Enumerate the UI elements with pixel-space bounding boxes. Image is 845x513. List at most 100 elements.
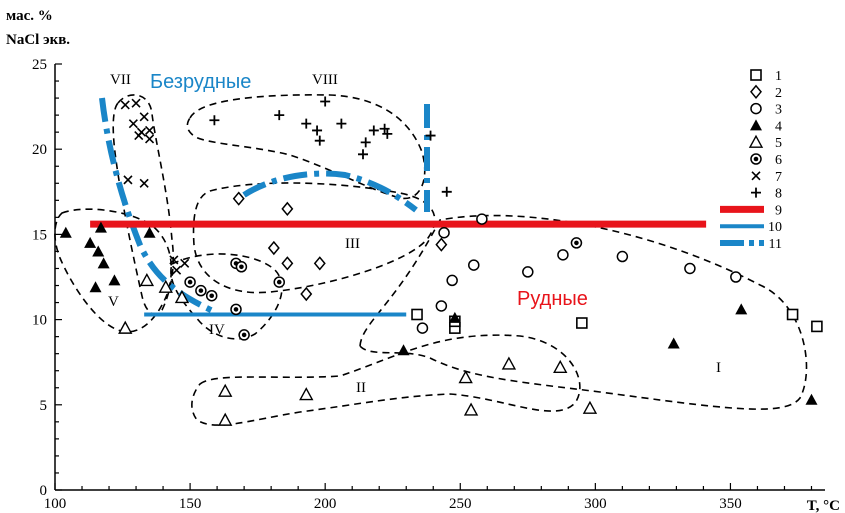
x-tick-label: 350	[719, 496, 742, 512]
data-point-series-7	[129, 120, 137, 128]
data-point-series-7	[181, 259, 189, 267]
y-tick-label: 10	[32, 313, 47, 329]
zone-label-V: V	[108, 294, 119, 310]
data-point-series-4	[398, 344, 410, 355]
zone-outlines	[55, 95, 807, 425]
data-point-series-4	[805, 394, 817, 405]
data-point-series-4	[144, 227, 156, 238]
legend-label-11: 11	[769, 237, 782, 252]
legend-marker-5	[750, 136, 762, 147]
data-point-series-7	[146, 135, 154, 143]
data-point-series-3	[477, 214, 487, 224]
data-point-series-1	[577, 318, 587, 328]
data-point-series-2	[301, 288, 311, 300]
data-point-series-1	[812, 321, 822, 331]
data-point-series-5	[503, 358, 515, 369]
zone-label-IV: IV	[209, 322, 225, 338]
data-point-series-6	[196, 286, 206, 296]
legend-marker-3	[751, 104, 761, 114]
data-point-series-8	[442, 187, 452, 197]
data-point-series-5	[554, 361, 566, 372]
data-point-series-8	[336, 119, 346, 129]
zone-label-VII: VII	[110, 72, 131, 88]
data-point-series-8	[274, 110, 284, 120]
data-point-series-2	[282, 203, 292, 215]
zone-label-I: I	[716, 360, 721, 376]
data-point-series-4	[108, 274, 120, 285]
data-point-series-4	[60, 227, 72, 238]
data-point-series-4	[668, 337, 680, 348]
data-point-series-4	[735, 303, 747, 314]
data-point-series-7	[146, 126, 154, 134]
data-point-series-3	[523, 267, 533, 277]
data-point-series-2	[436, 239, 446, 251]
barren-label: Безрудные	[150, 71, 251, 93]
zone-label-VIII: VIII	[312, 72, 338, 88]
data-point-series-4	[84, 237, 96, 248]
legend-marker-7	[752, 172, 760, 180]
data-point-series-8	[320, 96, 330, 106]
legend-label-3: 3	[775, 103, 782, 118]
y-tick-label: 20	[32, 142, 47, 158]
y-tick-label: 0	[40, 483, 48, 499]
data-point-series-4	[98, 257, 110, 268]
legend-label-4: 4	[775, 119, 782, 134]
data-point-series-2	[234, 193, 244, 205]
legend-label-9: 9	[775, 203, 782, 218]
legend-label-1: 1	[775, 69, 782, 84]
y-tick-label: 15	[32, 227, 47, 243]
blue-dash-dot-line-left	[102, 98, 215, 312]
data-point-series-6	[274, 277, 284, 287]
zone-II-outline	[192, 335, 580, 425]
data-point-series-7	[173, 266, 181, 274]
data-point-series-7	[140, 113, 148, 121]
data-point-series-3	[617, 252, 627, 262]
legend-marker-4	[750, 119, 762, 130]
data-point-series-7	[124, 176, 132, 184]
data-point-series-5	[219, 414, 231, 425]
data-point-series-5	[300, 389, 312, 400]
data-point-series-7	[132, 99, 140, 107]
data-point-series-7	[135, 132, 143, 140]
data-point-series-8	[315, 136, 325, 146]
data-point-series-8	[361, 137, 371, 147]
data-point-series-3	[447, 275, 457, 285]
legend-label-7: 7	[775, 170, 782, 185]
data-point-series-8	[209, 115, 219, 125]
data-point-series-8	[358, 149, 368, 159]
data-point-series-3	[685, 263, 695, 273]
data-point-series-2	[269, 242, 279, 254]
legend-label-6: 6	[775, 153, 782, 168]
x-tick-label: 300	[584, 496, 607, 512]
x-axis-title: T, °C	[807, 498, 840, 513]
legend-marker-2	[751, 86, 761, 98]
data-point-series-3	[558, 250, 568, 260]
legend-label-2: 2	[775, 86, 782, 101]
data-point-series-6	[231, 304, 241, 314]
data-point-series-3	[417, 323, 427, 333]
x-tick-label: 200	[314, 496, 337, 512]
data-point-series-7	[121, 101, 129, 109]
data-point-series-2	[315, 257, 325, 269]
y-tick-label: 25	[32, 57, 47, 73]
ore-label: Рудные	[517, 288, 588, 310]
legend-label-5: 5	[775, 136, 782, 151]
data-point-series-5	[219, 385, 231, 396]
data-point-series-3	[439, 228, 449, 238]
data-point-series-6	[185, 277, 195, 287]
data-point-series-4	[90, 281, 102, 292]
legend-marker-6	[751, 154, 761, 164]
data-point-series-6	[236, 262, 246, 272]
legend: 1 2 34 5 6 7 89 10 11	[720, 69, 782, 252]
legend-label-10: 10	[768, 220, 782, 235]
data-point-series-2	[282, 257, 292, 269]
data-point-series-6	[207, 291, 217, 301]
legend-label-8: 8	[775, 187, 782, 202]
zone-label-III: III	[345, 236, 360, 252]
y-tick-label: 5	[40, 398, 48, 414]
data-point-series-3	[436, 301, 446, 311]
data-point-series-6	[239, 330, 249, 340]
data-point-series-1	[412, 309, 422, 319]
x-tick-label: 150	[179, 496, 202, 512]
